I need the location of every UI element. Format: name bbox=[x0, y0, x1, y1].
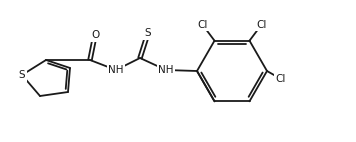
Text: Cl: Cl bbox=[256, 20, 267, 30]
Text: NH: NH bbox=[108, 65, 124, 75]
Text: Cl: Cl bbox=[276, 74, 286, 84]
Text: S: S bbox=[145, 28, 151, 38]
Text: S: S bbox=[19, 70, 25, 80]
Text: Cl: Cl bbox=[197, 20, 208, 30]
Text: O: O bbox=[91, 30, 99, 40]
Text: NH: NH bbox=[158, 65, 174, 75]
